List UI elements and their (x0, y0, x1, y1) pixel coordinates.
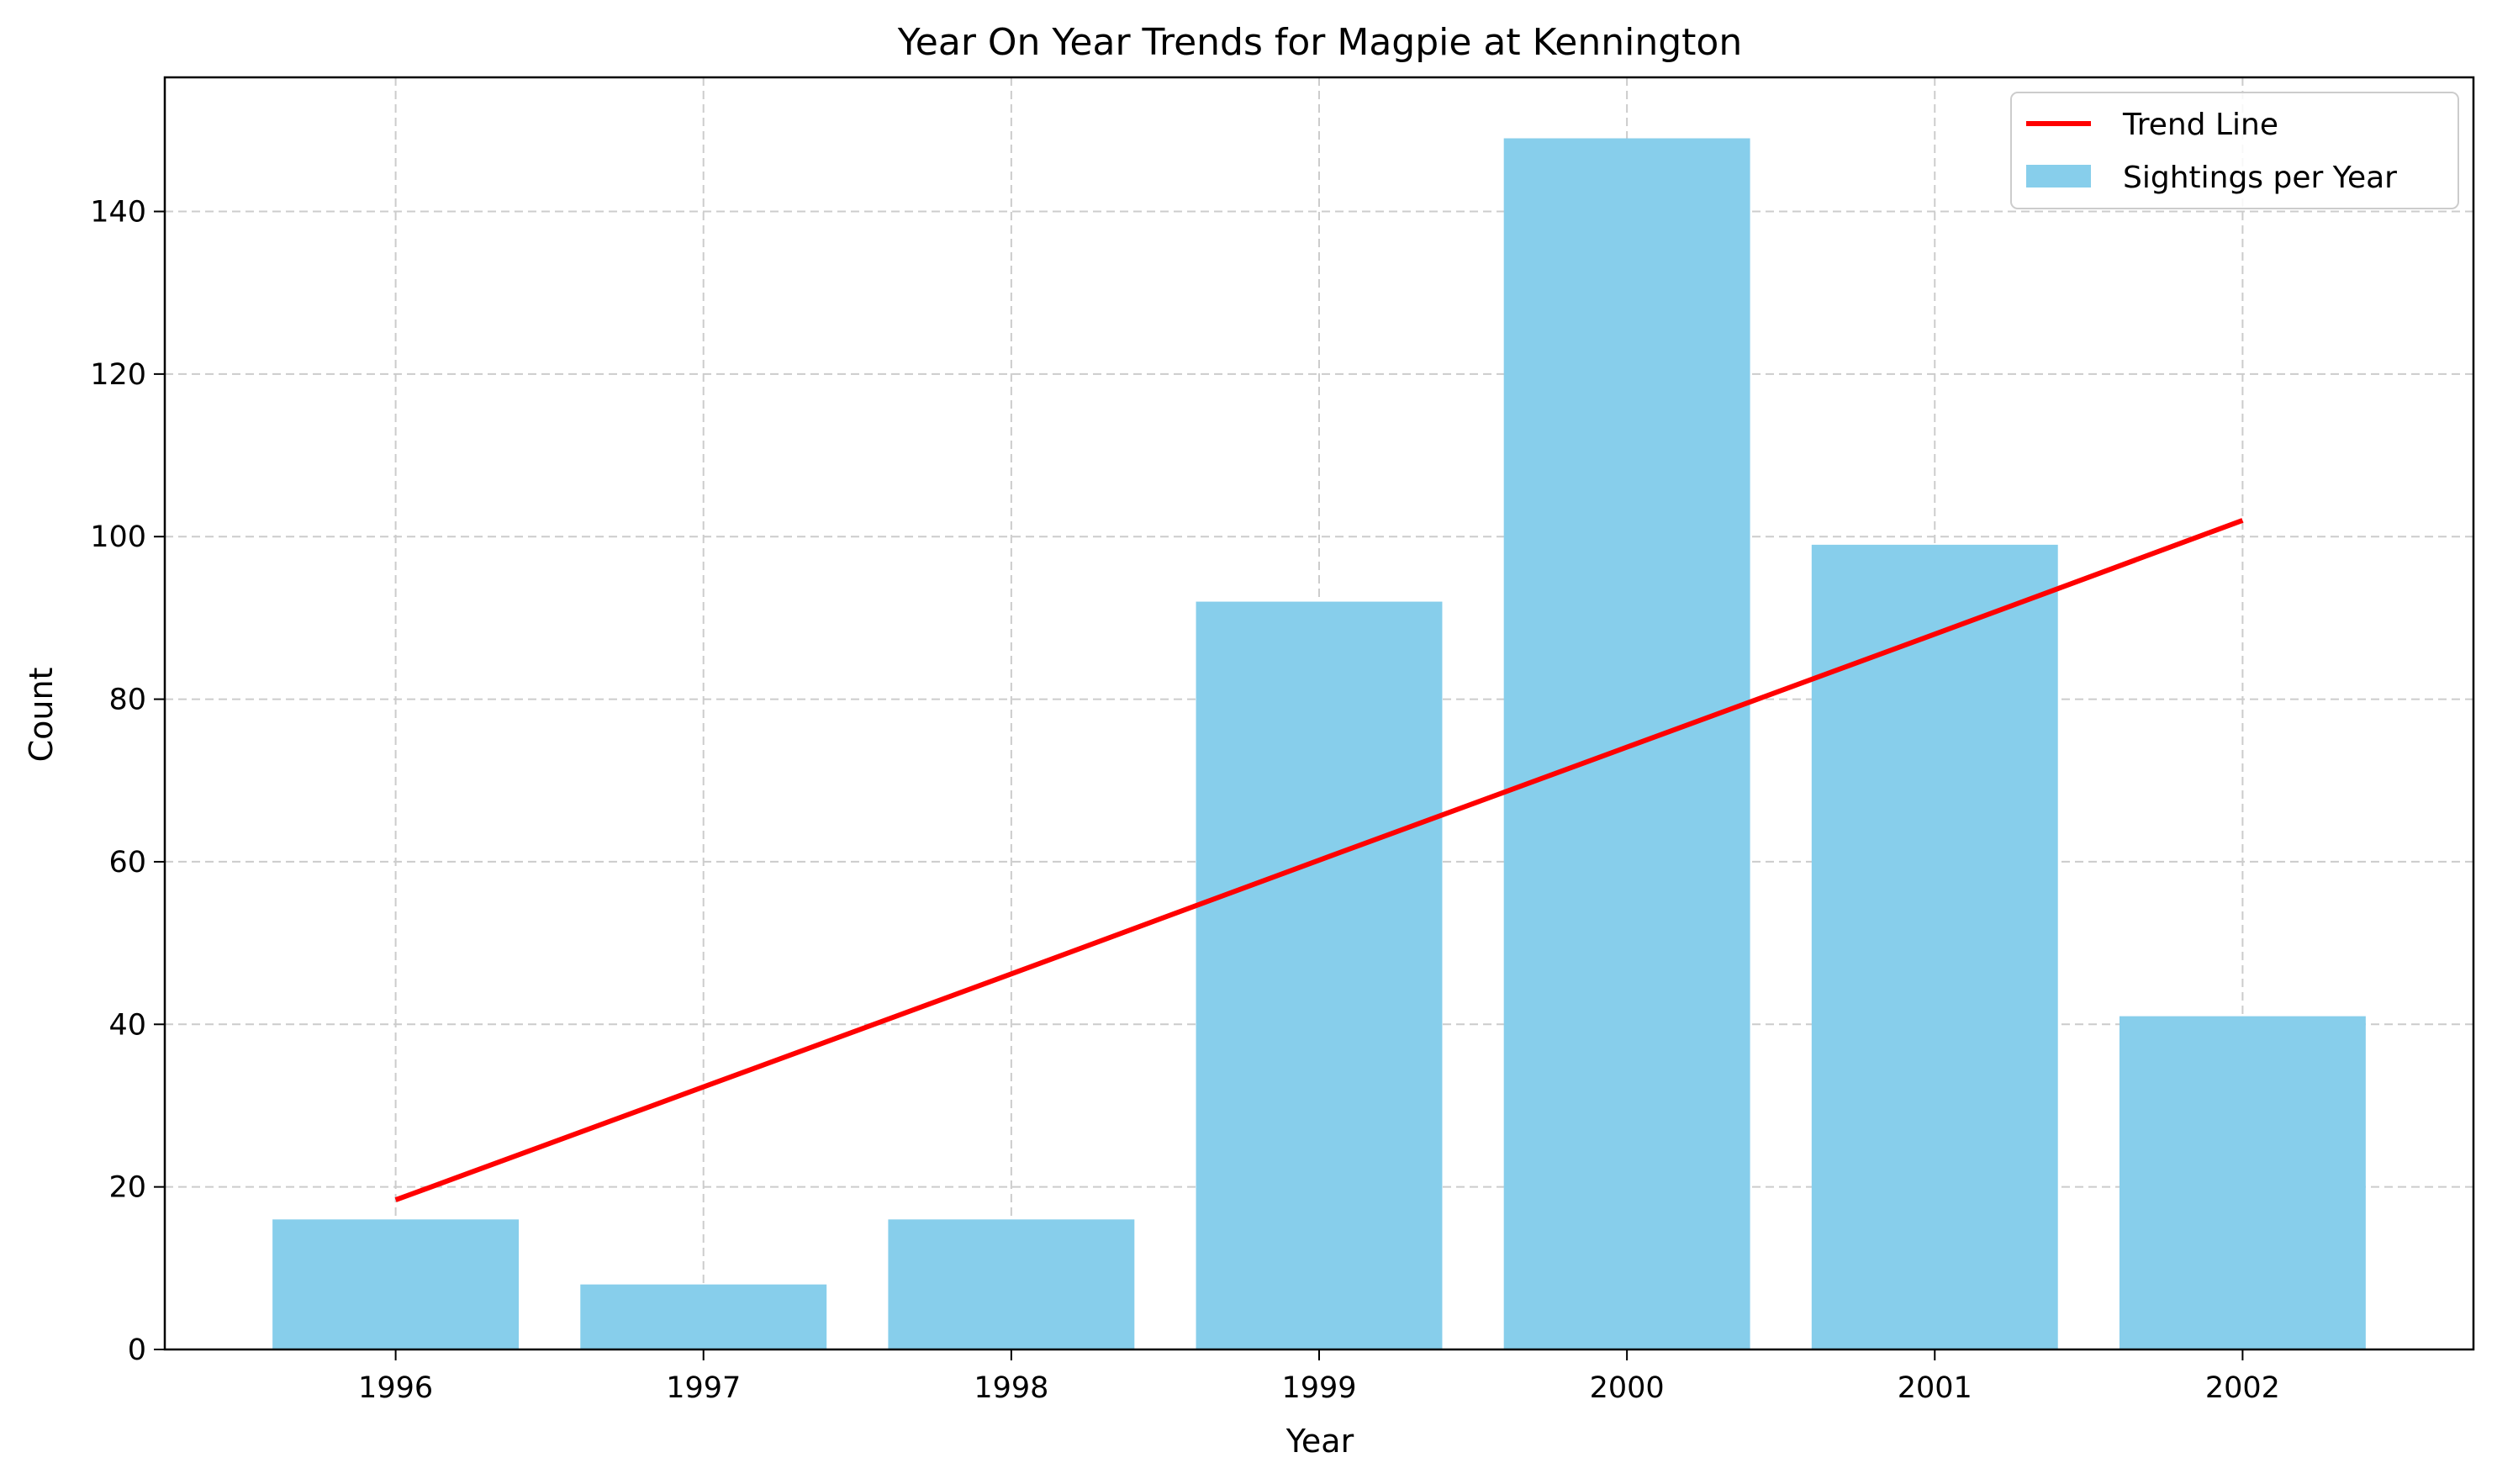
legend: Trend Line Sightings per Year (2010, 92, 2459, 209)
x-tick-label-2000: 2000 (1590, 1371, 1665, 1405)
x-tick-label-2002: 2002 (2205, 1371, 2280, 1405)
bar-2001 (1811, 544, 2058, 1349)
x-tick-label-1996: 1996 (358, 1371, 433, 1405)
legend-box (2010, 92, 2459, 209)
x-tick-label-1998: 1998 (974, 1371, 1048, 1405)
bar-2000 (1503, 138, 1750, 1350)
bar-2002 (2119, 1016, 2366, 1349)
y-tick-label-60: 60 (108, 846, 146, 879)
x-tick-label-1997: 1997 (666, 1371, 741, 1405)
trend-line (394, 518, 2244, 1202)
y-tick-label-40: 40 (108, 1008, 146, 1042)
y-tick-label-140: 140 (90, 196, 146, 230)
x-tick-label-1999: 1999 (1281, 1371, 1356, 1405)
bar-1999 (1196, 601, 1443, 1349)
axis-ticks: 1996 1997 1998 1999 2000 2001 2002 0 20 40 60 80 100… (90, 196, 2280, 1405)
x-tick-label-2001: 2001 (1898, 1371, 1972, 1405)
legend-label-sightings: Sightings per Year (2123, 161, 2397, 195)
y-tick-label-120: 120 (90, 358, 146, 392)
y-tick-label-100: 100 (90, 520, 146, 554)
bar-1996 (272, 1219, 520, 1349)
y-tick-label-0: 0 (128, 1333, 146, 1367)
y-tick-label-80: 80 (108, 684, 146, 717)
y-tick-label-20: 20 (108, 1171, 146, 1205)
bar-1997 (580, 1284, 827, 1349)
x-axis-label: Year (1285, 1423, 1354, 1460)
y-axis-label: Count (23, 668, 60, 763)
bar-1998 (888, 1219, 1135, 1349)
chart-title: Year On Year Trends for Magpie at Kennin… (897, 21, 1742, 64)
bar-series (272, 138, 2366, 1350)
legend-swatch-sightings (2026, 165, 2091, 187)
legend-label-trend-line: Trend Line (2122, 108, 2278, 142)
trend-line-series (394, 518, 2244, 1202)
